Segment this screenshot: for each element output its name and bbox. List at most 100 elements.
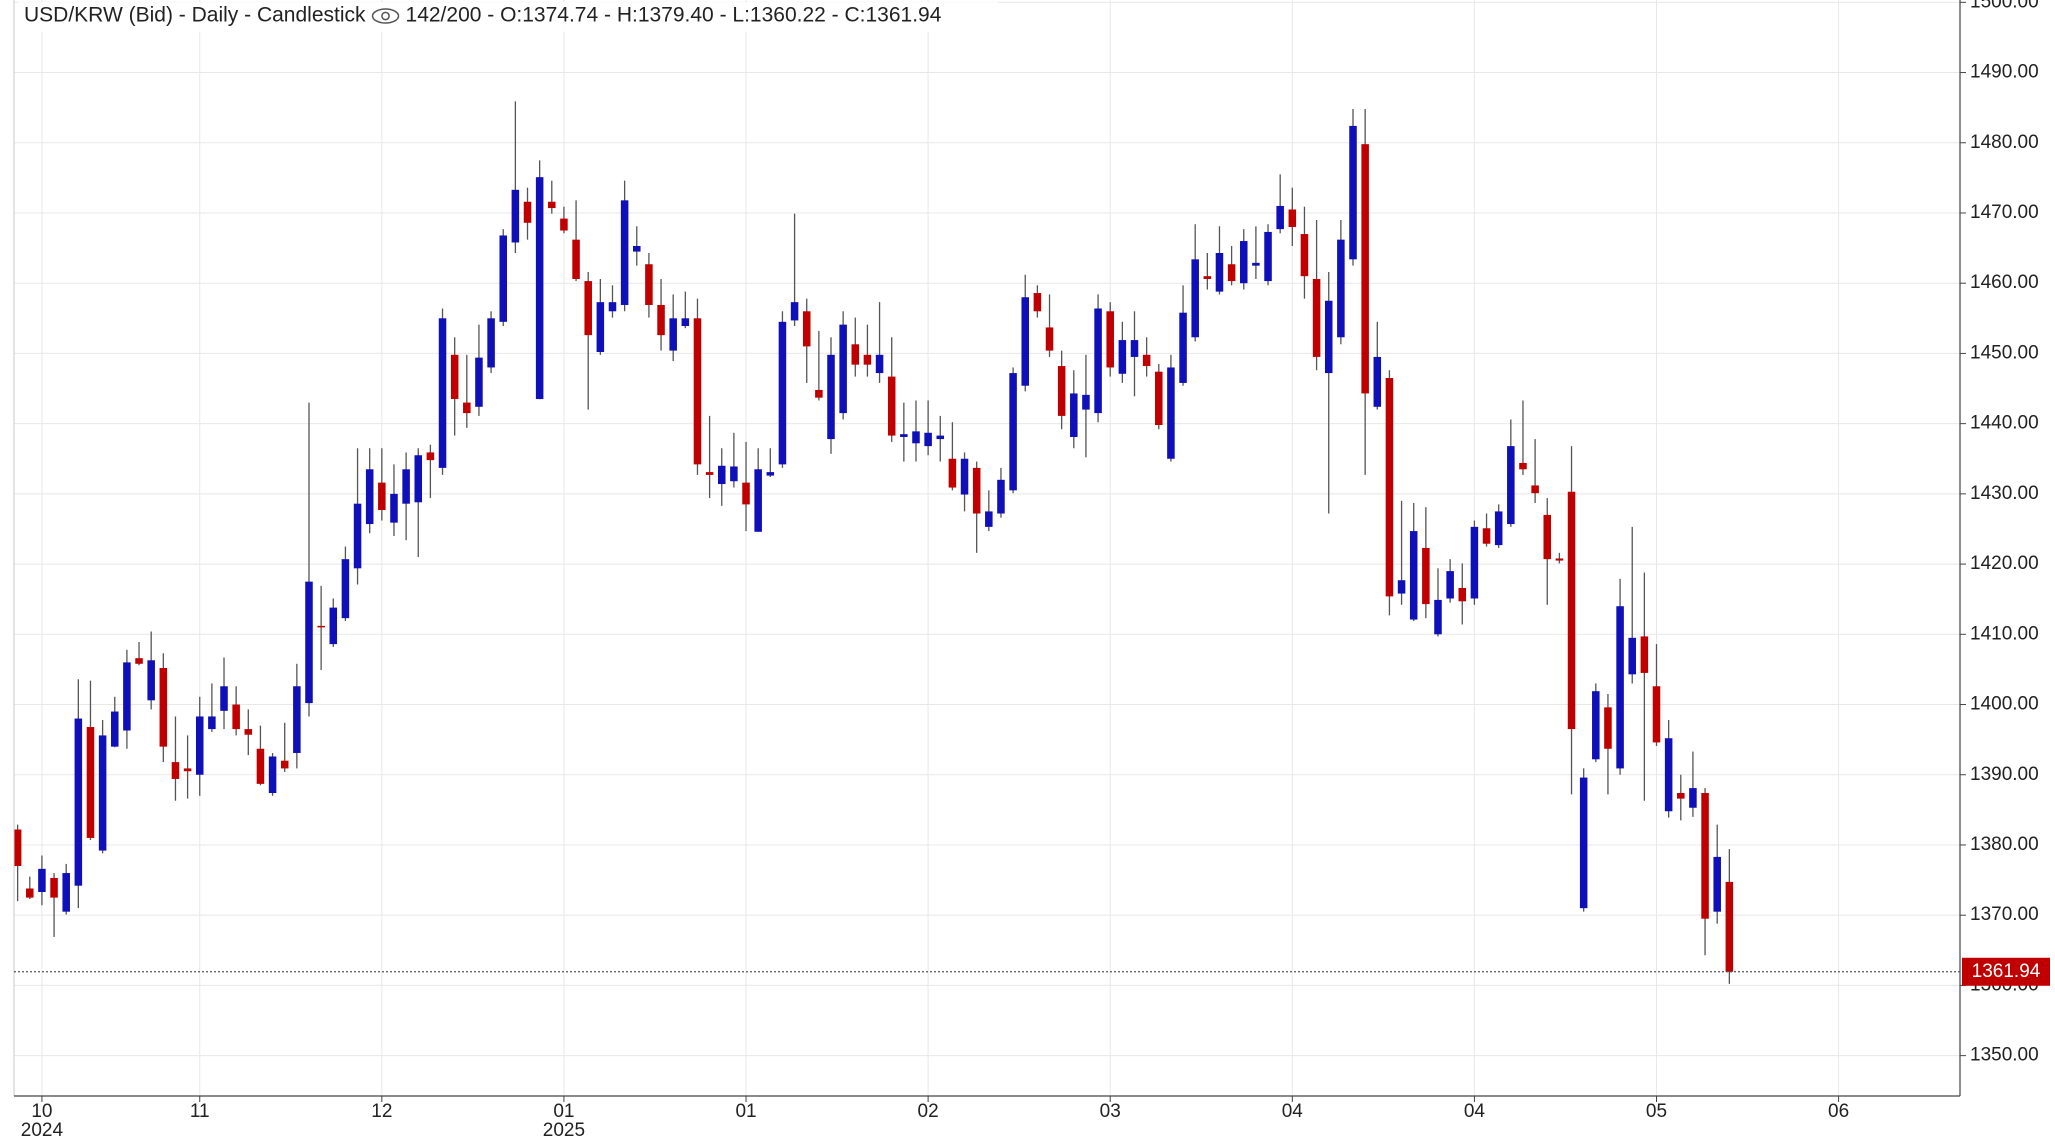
- candle-body: [584, 281, 592, 336]
- candle-body: [135, 658, 143, 664]
- candle-body: [1215, 253, 1224, 292]
- candle-body: [62, 873, 70, 912]
- candle-body: [1567, 491, 1576, 730]
- candle-body: [620, 200, 629, 305]
- candle-body: [195, 716, 204, 775]
- candle-body: [38, 868, 46, 893]
- candle-body: [220, 686, 228, 711]
- candle-body: [1507, 446, 1515, 525]
- candle-body: [1324, 300, 1333, 374]
- candle-body: [256, 748, 265, 784]
- x-tick-label: 11: [190, 1101, 210, 1122]
- candle-body: [608, 302, 617, 312]
- candle-body: [50, 877, 58, 898]
- candle-body: [1689, 788, 1697, 808]
- x-tick-label: 12: [371, 1101, 392, 1122]
- candle-body: [1142, 354, 1151, 367]
- candle-body: [802, 311, 811, 347]
- candle-body: [1373, 356, 1382, 407]
- candle-body: [827, 354, 835, 440]
- candle-body: [572, 239, 580, 279]
- last-price-label: 1361.94: [1972, 961, 2041, 982]
- candle-body: [1640, 636, 1649, 673]
- y-tick-label: 1500.00: [1970, 0, 2039, 12]
- candle-body: [1652, 686, 1661, 743]
- y-tick-label: 1400.00: [1970, 694, 2039, 715]
- candle-body: [560, 218, 568, 231]
- candle-body: [1167, 367, 1175, 459]
- candle-body: [742, 482, 750, 505]
- y-tick-label: 1380.00: [1970, 834, 2039, 855]
- candle-body: [244, 729, 253, 735]
- labels: 1350.001360.001370.001380.001390.001400.…: [14, 0, 2050, 1141]
- chart-subtitle: 142/200 - O:1374.74 - H:1379.40 - L:1360…: [406, 4, 942, 27]
- y-tick-label: 1450.00: [1970, 342, 2039, 363]
- y-tick-label: 1480.00: [1970, 132, 2039, 153]
- candle-body: [948, 458, 957, 488]
- candle-body: [414, 455, 423, 503]
- candle-body: [1482, 528, 1491, 544]
- candle-body: [1349, 125, 1357, 260]
- candle-body: [1155, 371, 1163, 426]
- candle-body: [1361, 144, 1369, 394]
- y-tick-label: 1420.00: [1970, 553, 2039, 574]
- candle-body: [390, 493, 398, 523]
- eye-icon[interactable]: [371, 8, 400, 24]
- candle-body: [730, 466, 738, 482]
- candle-body: [1701, 792, 1709, 919]
- candle-body: [450, 354, 459, 400]
- candle-body: [717, 465, 726, 485]
- y-tick-label: 1370.00: [1970, 904, 2039, 925]
- x-tick-label: 04: [1282, 1101, 1304, 1122]
- candle-body: [1713, 856, 1721, 912]
- candle-body: [341, 559, 350, 619]
- title-backdrop: [18, 2, 998, 32]
- candle-body: [171, 762, 180, 779]
- candle-body: [86, 726, 95, 838]
- candle-body: [900, 434, 908, 437]
- candle-body: [487, 318, 495, 368]
- candles: [13, 101, 1734, 984]
- candle-body: [669, 318, 677, 351]
- y-tick-label: 1470.00: [1970, 202, 2039, 223]
- candle-body: [98, 735, 107, 851]
- candle-body: [596, 302, 605, 353]
- x-tick-label: 01: [735, 1101, 756, 1122]
- candle-body: [1458, 587, 1467, 602]
- candle-body: [329, 607, 338, 645]
- candle-body: [293, 686, 301, 753]
- candle-body: [305, 581, 313, 704]
- candle-body: [887, 376, 896, 436]
- candle-body: [1312, 278, 1321, 357]
- x-tick-label: 01: [553, 1101, 574, 1122]
- candle-body: [548, 201, 556, 209]
- candle-body: [183, 768, 192, 772]
- candle-body: [1470, 526, 1479, 599]
- candle-body: [353, 503, 362, 569]
- candle-body: [924, 432, 932, 447]
- candle-body: [280, 760, 289, 769]
- candle-body: [463, 402, 471, 414]
- candle-body: [839, 324, 847, 414]
- candle-body: [208, 716, 216, 730]
- x-year-label: 2025: [543, 1120, 585, 1141]
- candle-body: [1422, 547, 1430, 605]
- candle-body: [511, 189, 520, 243]
- candle-body: [681, 318, 690, 327]
- candle-body: [960, 458, 969, 495]
- candle-body: [1203, 276, 1212, 279]
- candle-body: [912, 431, 920, 444]
- candle-body: [365, 469, 374, 525]
- candle-body: [159, 668, 168, 747]
- candle-body: [1045, 327, 1054, 351]
- candle-body: [475, 357, 483, 407]
- candle-body: [790, 302, 799, 321]
- candle-body: [1300, 234, 1309, 277]
- candle-body: [1179, 312, 1187, 383]
- candle-body: [268, 756, 277, 793]
- candle-body: [535, 177, 544, 400]
- candle-body: [778, 321, 787, 465]
- candle-body: [1409, 531, 1418, 620]
